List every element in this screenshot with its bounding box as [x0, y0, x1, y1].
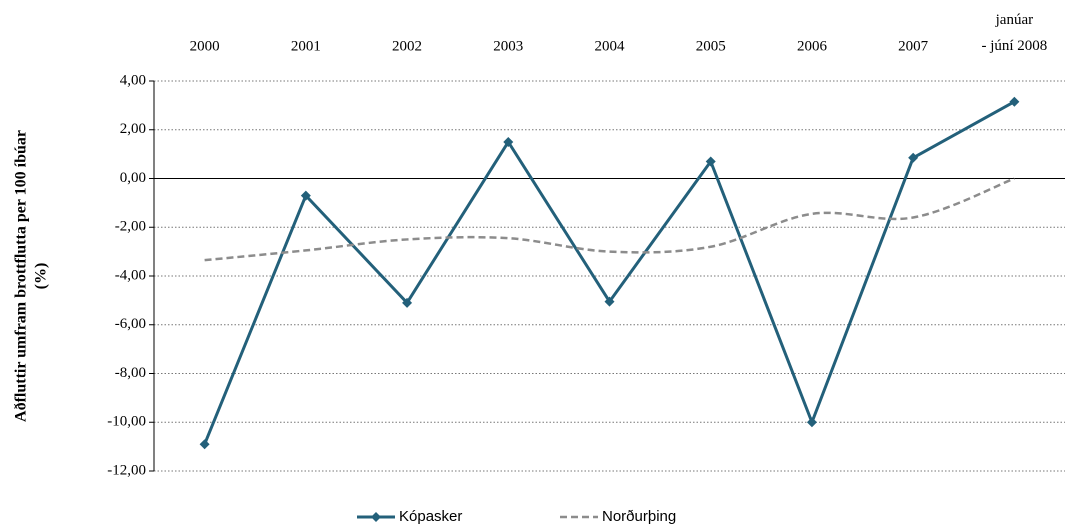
marker [604, 296, 615, 307]
y-tick-label: 4,00 [120, 72, 146, 88]
marker [503, 136, 514, 147]
legend-label: Kópasker [399, 508, 462, 525]
legend-label: Norðurþing [602, 508, 676, 525]
series-line [204, 177, 1015, 262]
y-tick-label: -10,00 [107, 414, 146, 430]
y-tick-label: 0,00 [120, 170, 146, 186]
y-axis-label: Aðfluttir umfram brottflutta per 100 íbú… [13, 130, 30, 422]
marker [300, 190, 311, 201]
legend-marker [371, 512, 381, 522]
marker [1009, 96, 1020, 107]
x-tick-label: 2001 [291, 38, 321, 54]
x-tick-label: 2004 [595, 38, 626, 54]
series-line [203, 100, 1016, 445]
x-tick-label: 2005 [696, 38, 726, 54]
marker [806, 417, 817, 428]
y-tick-label: -2,00 [115, 219, 146, 235]
y-tick-label: -12,00 [107, 462, 146, 478]
x-tick-label: 2000 [190, 38, 220, 54]
x-tick-label: 2003 [493, 38, 523, 54]
marker [402, 297, 413, 308]
marker [199, 439, 210, 450]
y-axis-label: (%) [33, 263, 50, 290]
marker [908, 152, 919, 163]
x-tick-label: janúar - júní 2008 [981, 12, 1047, 54]
y-tick-label: -6,00 [115, 316, 146, 332]
y-tick-label: -4,00 [115, 267, 146, 283]
y-axis-title: Aðfluttir umfram brottflutta per 100 íbú… [13, 130, 50, 422]
y-tick-label: -8,00 [115, 365, 146, 381]
x-tick-label: 2002 [392, 38, 422, 54]
marker [705, 156, 716, 167]
x-tick-label: 2007 [898, 38, 929, 54]
x-tick-label: 2006 [797, 38, 828, 54]
y-tick-label: 2,00 [120, 121, 146, 137]
